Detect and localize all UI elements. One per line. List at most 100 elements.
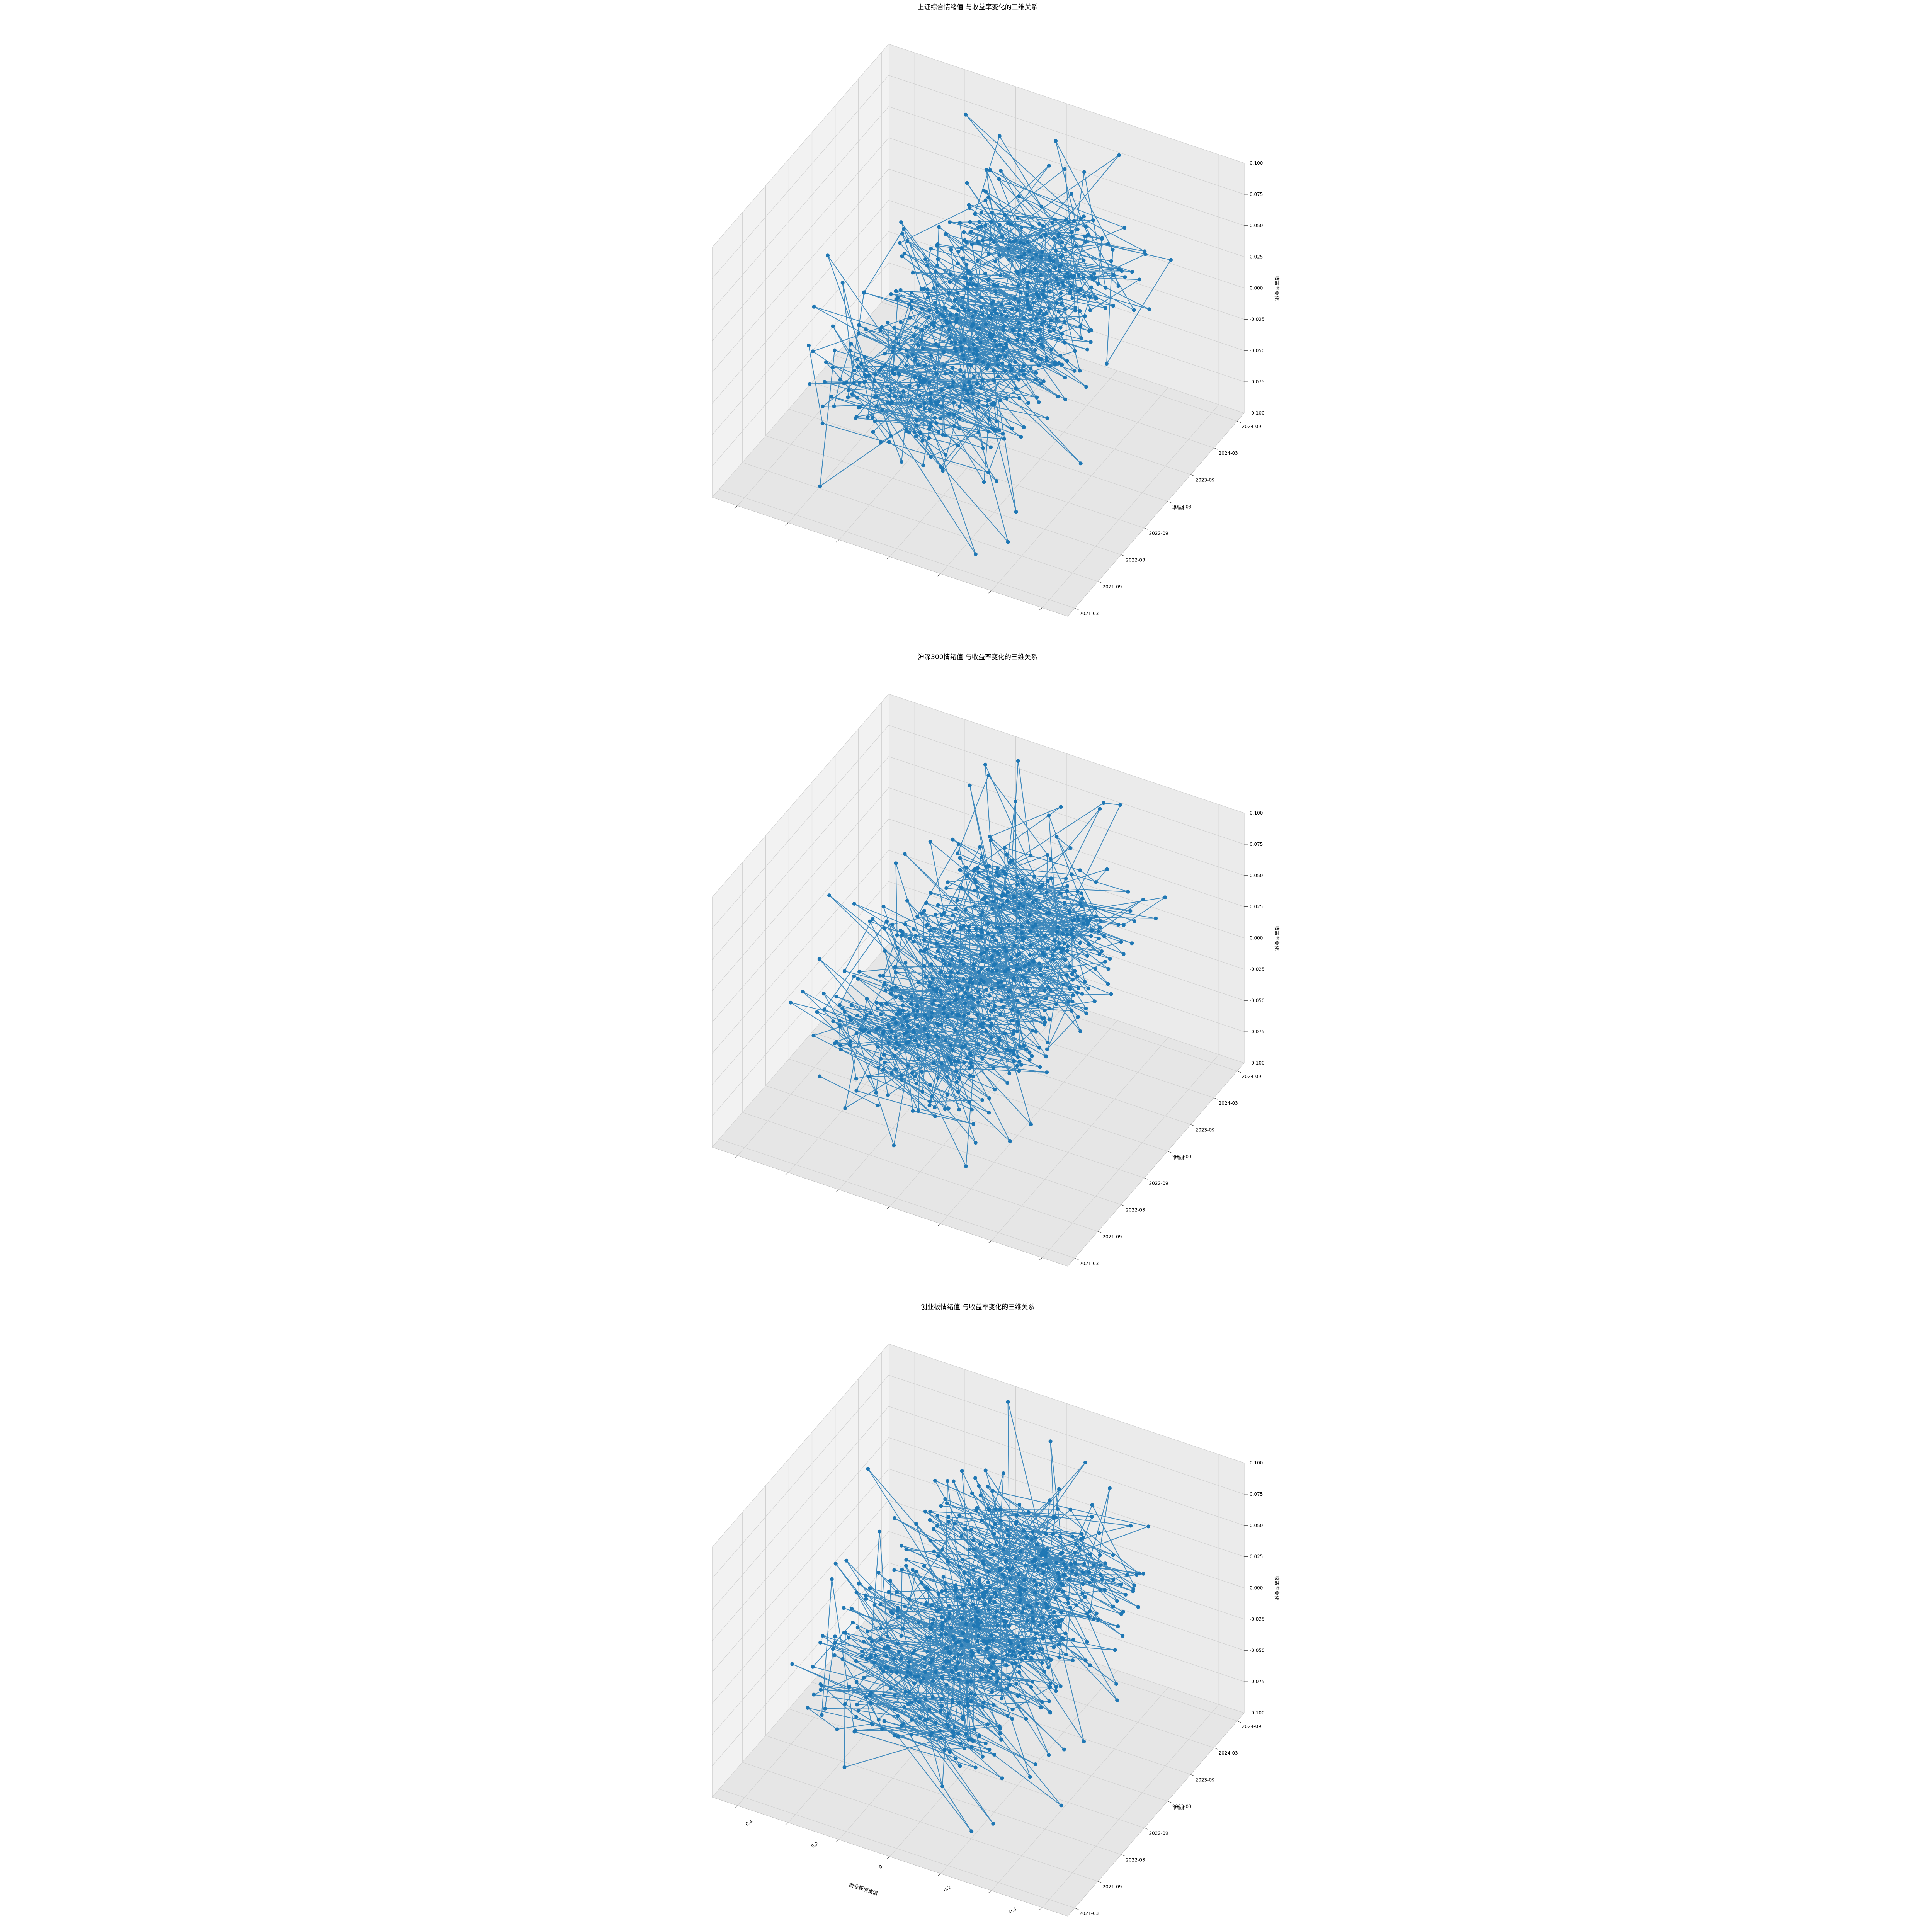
data-point — [811, 1665, 815, 1669]
data-point — [932, 1061, 936, 1065]
data-point — [1054, 946, 1059, 951]
data-point — [968, 206, 972, 210]
data-point — [1111, 304, 1115, 308]
data-point — [1071, 1638, 1075, 1642]
data-point — [879, 440, 883, 444]
data-point — [1014, 967, 1019, 971]
data-point — [925, 1017, 930, 1021]
data-point — [999, 1519, 1003, 1523]
data-point — [971, 1075, 975, 1078]
data-point — [1014, 1682, 1019, 1686]
data-point — [1054, 249, 1058, 253]
data-point — [961, 962, 966, 966]
data-point — [935, 310, 939, 314]
data-point — [991, 1489, 995, 1493]
data-point — [944, 453, 948, 457]
data-point — [970, 1594, 974, 1599]
data-point — [910, 1568, 915, 1572]
data-point — [975, 337, 979, 341]
data-point — [952, 1655, 957, 1660]
data-point — [820, 421, 825, 425]
data-point — [926, 295, 930, 299]
data-point — [869, 1011, 873, 1015]
data-point — [883, 1060, 887, 1065]
time-tick-mark — [1167, 501, 1172, 503]
data-point — [1031, 1651, 1035, 1655]
data-point — [1013, 1654, 1017, 1658]
data-point — [1132, 1583, 1136, 1588]
data-point — [1084, 1006, 1088, 1010]
data-point — [938, 1607, 942, 1612]
data-point — [1057, 1619, 1061, 1623]
data-point — [842, 1631, 846, 1635]
data-point — [981, 446, 985, 450]
data-point — [965, 874, 969, 878]
data-point — [826, 253, 830, 258]
data-point — [937, 1023, 941, 1027]
data-point — [1045, 853, 1049, 857]
data-point — [995, 1680, 999, 1684]
data-point — [921, 346, 925, 350]
data-point — [997, 223, 1002, 227]
data-point — [973, 1693, 977, 1697]
data-point — [1021, 993, 1025, 997]
data-point — [983, 271, 987, 276]
data-point — [1043, 1020, 1047, 1024]
data-point — [979, 978, 983, 982]
data-point — [881, 1068, 885, 1071]
data-point — [832, 1041, 837, 1046]
data-point — [1014, 375, 1019, 379]
data-point — [1052, 236, 1056, 241]
time-tick-label: 2024-03 — [1219, 1100, 1238, 1106]
data-point — [940, 1548, 945, 1552]
data-point — [843, 1106, 847, 1110]
data-point — [1027, 249, 1032, 253]
data-point — [824, 360, 828, 364]
data-point — [946, 1725, 951, 1729]
data-point — [883, 988, 888, 993]
data-point — [991, 1661, 995, 1665]
data-point — [932, 366, 937, 370]
data-point — [916, 1109, 920, 1113]
data-point — [962, 338, 966, 342]
data-point — [1097, 952, 1102, 956]
data-point — [1030, 340, 1034, 344]
data-point — [964, 865, 968, 869]
data-point — [893, 1707, 897, 1711]
data-point — [1029, 1627, 1033, 1631]
data-point — [1029, 366, 1033, 371]
data-point — [954, 1060, 958, 1063]
time-tick-mark — [1190, 1124, 1195, 1126]
data-point — [974, 284, 978, 288]
data-point — [1002, 309, 1007, 313]
data-point — [801, 990, 805, 994]
data-point — [1133, 919, 1136, 923]
data-point — [986, 773, 991, 777]
data-point — [1031, 1530, 1035, 1534]
data-point — [976, 405, 980, 409]
data-point — [1031, 1619, 1035, 1624]
data-point — [947, 1616, 951, 1620]
data-point — [935, 941, 939, 946]
data-point — [927, 1103, 932, 1107]
data-point — [884, 919, 889, 923]
data-point — [1072, 219, 1076, 223]
data-point — [1100, 236, 1104, 240]
data-point — [966, 1704, 970, 1708]
data-point — [930, 1604, 934, 1608]
data-point — [1047, 1753, 1051, 1757]
data-point — [988, 884, 992, 889]
data-point — [951, 1634, 955, 1639]
data-point — [975, 259, 980, 263]
data-point — [1015, 953, 1020, 957]
data-point — [871, 917, 875, 921]
data-point — [1058, 1535, 1062, 1539]
time-axis: 2021-032021-092022-032022-092023-032023-… — [1075, 421, 1261, 616]
data-point — [961, 296, 965, 300]
data-point — [842, 1010, 847, 1014]
data-point — [976, 866, 980, 870]
z-tick-label: -0.025 — [1250, 316, 1265, 322]
data-point — [943, 1497, 947, 1501]
data-point — [1078, 287, 1083, 291]
data-point — [941, 1575, 946, 1579]
